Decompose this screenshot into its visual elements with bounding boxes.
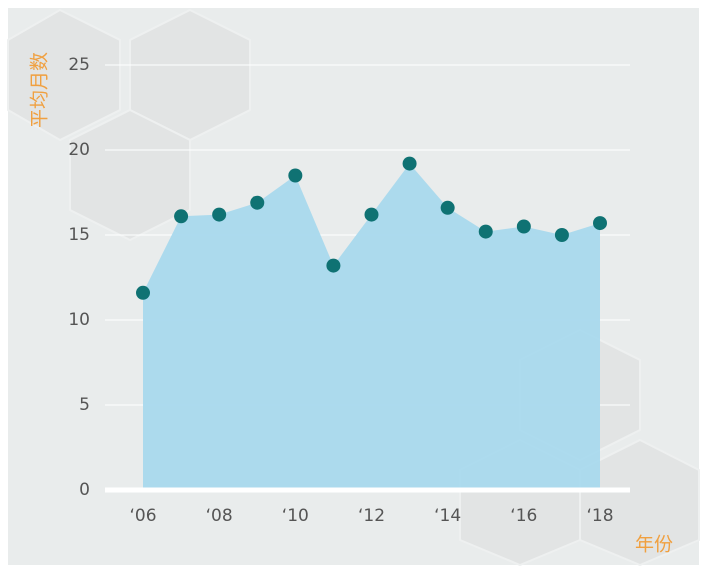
data-point [516, 219, 531, 234]
data-point [174, 209, 189, 224]
x-tick-label: ‘10 [282, 506, 309, 526]
data-point [364, 207, 379, 222]
data-point [402, 156, 417, 171]
x-tick-label: ‘12 [358, 506, 385, 526]
data-point [593, 216, 607, 231]
area [143, 163, 600, 490]
y-tick-label: 15 [68, 225, 90, 245]
x-axis-label: 年份 [635, 534, 673, 556]
data-point [212, 207, 227, 222]
data-point [288, 168, 303, 183]
x-tick-label: ‘06 [129, 506, 156, 526]
x-tick-label: ‘18 [586, 506, 613, 526]
y-tick-label: 5 [79, 395, 90, 415]
data-point [326, 258, 341, 273]
x-tick-label: ‘08 [206, 506, 233, 526]
x-tick-label: ‘14 [434, 506, 461, 526]
data-point [136, 285, 150, 300]
y-tick-label: 0 [79, 480, 90, 500]
data-point [478, 224, 493, 239]
y-tick-label: 20 [68, 140, 90, 160]
x-tick-label: ‘16 [510, 506, 537, 526]
y-tick-label: 25 [68, 55, 90, 75]
y-axis-label: 平均月数 [29, 52, 51, 128]
data-point [250, 195, 265, 210]
data-point [440, 200, 455, 215]
y-tick-label: 10 [68, 310, 90, 330]
data-point [554, 228, 569, 242]
